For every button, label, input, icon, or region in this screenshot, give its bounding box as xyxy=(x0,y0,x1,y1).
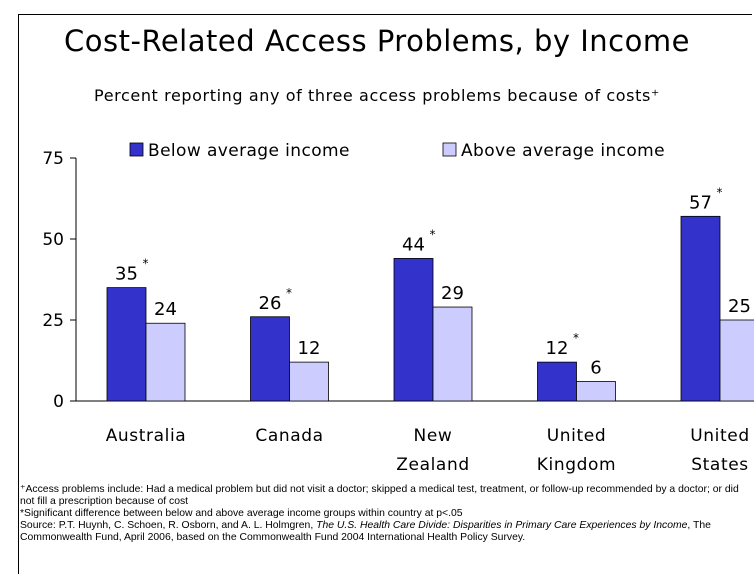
significance-marker: * xyxy=(717,185,723,199)
source-suffix: , The Commonwealth Fund, April 2006, bas… xyxy=(20,520,711,543)
legend-swatch xyxy=(129,142,144,157)
legend-label: Above average income xyxy=(461,141,665,161)
x-tick-label: States xyxy=(691,455,748,475)
y-tick-label: 50 xyxy=(42,230,64,250)
x-tick-label: New xyxy=(414,426,453,446)
bar xyxy=(680,215,721,402)
source-title: The U.S. Health Care Divide: Disparities… xyxy=(316,520,688,531)
significance-marker: * xyxy=(143,257,149,271)
footnotes: ⁺Access problems include: Had a medical … xyxy=(20,484,745,544)
bar xyxy=(289,361,329,402)
y-tick-label: 0 xyxy=(53,392,64,412)
source-prefix: Source: P.T. Huynh, C. Schoen, R. Osborn… xyxy=(20,520,317,531)
y-tick-label: 75 xyxy=(42,149,64,169)
bar xyxy=(145,322,186,402)
x-tick-label: Canada xyxy=(255,426,323,446)
bar xyxy=(719,319,754,402)
legend-swatch xyxy=(442,142,457,157)
bar xyxy=(432,306,473,402)
x-tick-label: Australia xyxy=(106,426,187,446)
bar xyxy=(106,287,147,402)
significance-marker: * xyxy=(430,227,436,241)
slide-frame xyxy=(18,14,752,574)
data-label: 26 xyxy=(259,293,282,314)
chart-subtitle: Percent reporting any of three access pr… xyxy=(94,86,660,105)
data-label: 57 xyxy=(689,192,712,213)
data-label: 35 xyxy=(115,264,138,285)
bar xyxy=(393,258,434,402)
data-label: 25 xyxy=(728,296,751,317)
x-tick-label: United xyxy=(690,426,749,446)
bar-chart: 0 25 50 75 Below average income Above average… xyxy=(42,141,754,475)
x-tick-label: United xyxy=(547,426,606,446)
data-label: 44 xyxy=(402,234,425,255)
data-label: 12 xyxy=(546,338,569,359)
x-tick-label: Zealand xyxy=(396,455,469,475)
significance-marker: * xyxy=(573,331,579,345)
chart-title: Cost-Related Access Problems, by Income xyxy=(64,24,690,58)
data-label: 24 xyxy=(154,299,177,320)
data-label: 12 xyxy=(298,338,321,359)
footnote-source: Source: P.T. Huynh, C. Schoen, R. Osborn… xyxy=(20,520,745,544)
footnote-significance: *Significant difference between below an… xyxy=(20,508,463,519)
bar xyxy=(250,316,290,402)
footnote-access-problems: ⁺Access problems include: Had a medical … xyxy=(20,484,739,507)
data-label: 6 xyxy=(590,358,601,379)
y-tick-label: 25 xyxy=(42,311,64,331)
bar xyxy=(576,381,616,402)
bar xyxy=(537,361,577,402)
x-tick-label: Kingdom xyxy=(537,455,616,475)
legend-label: Below average income xyxy=(148,141,350,161)
significance-marker: * xyxy=(286,286,292,300)
data-label: 29 xyxy=(441,283,464,304)
